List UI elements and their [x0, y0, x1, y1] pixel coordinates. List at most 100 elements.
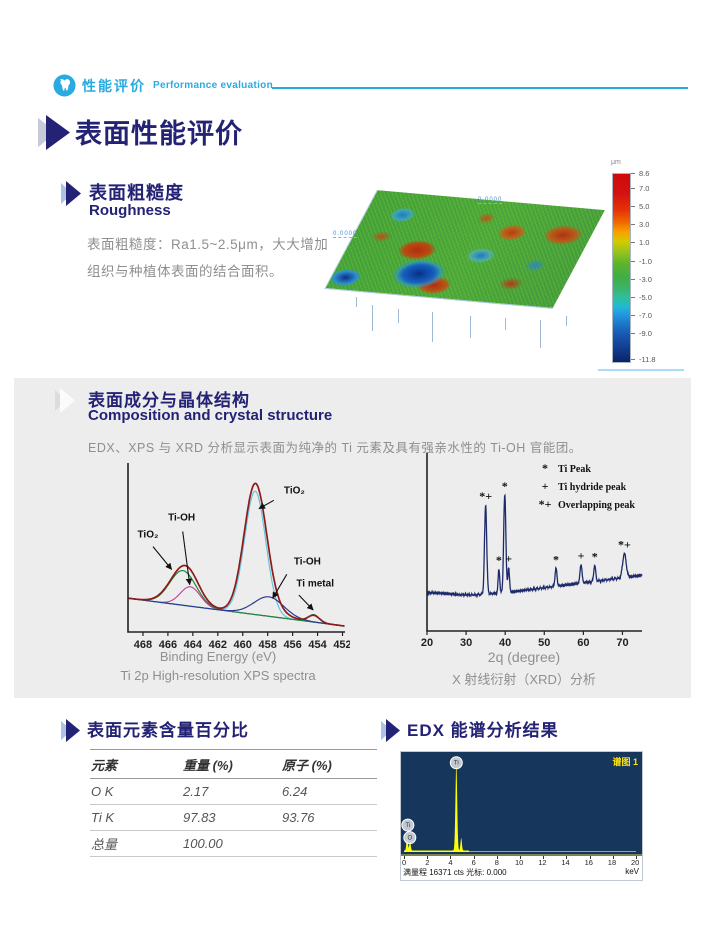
colorbar-tick	[631, 315, 635, 317]
xps-xlabel: Binding Energy (eV)	[159, 649, 277, 664]
cell: 100.00	[183, 836, 223, 851]
colorbar-tick	[631, 224, 635, 226]
xps-tick-label: 456	[283, 639, 301, 650]
cell: 总量	[91, 837, 118, 852]
xrd-tick-label: 20	[421, 637, 433, 646]
xps-tick-label: 466	[159, 639, 177, 650]
xrd-peak-marker: +	[505, 551, 512, 565]
roughness-3d-surface	[324, 190, 605, 309]
surface-dropline	[470, 316, 471, 338]
edx-tick	[543, 856, 545, 859]
edx-tick-label: 0	[402, 858, 407, 867]
xps-caption: Ti 2p High-resolution XPS spectra	[120, 668, 316, 683]
colorbar-unit: μm	[611, 159, 621, 166]
legend-symbol: *	[542, 461, 548, 475]
xrd-tick-label: 70	[616, 637, 628, 646]
legend-label: Ti Peak	[558, 464, 591, 475]
composition-panel	[14, 378, 691, 698]
edx-tick-label: 6	[471, 858, 476, 867]
legend-label: Ti hydride peak	[558, 482, 627, 493]
tooth-icon	[53, 74, 76, 97]
colorbar-tick	[631, 242, 635, 244]
edx-spectrum: Ti O Ti	[401, 756, 642, 856]
cell	[281, 831, 377, 857]
colorbar-tick-label: 5.0	[639, 201, 650, 211]
xps-tick-label: 458	[258, 639, 276, 650]
edx-fullscale-text: 满量程 16371 cts 光标: 0.000	[403, 868, 507, 877]
surface-axis-label: 0.0000	[478, 197, 503, 204]
peak-annotation: Ti metal	[296, 578, 334, 589]
header-title-en: Performance evaluation	[153, 80, 273, 91]
cell: 93.76	[282, 810, 315, 825]
table-row: 总量 100.00	[90, 831, 377, 857]
colorbar-tick-label: -3.0	[639, 274, 652, 284]
edx-plot-area: Ti O Ti 谱图 1	[401, 752, 642, 856]
element-marker-label: O	[407, 836, 412, 842]
peak-annotation: TiO₂	[137, 529, 158, 540]
xps-tick-label: 460	[234, 639, 252, 650]
edx-spectrum-label: 谱图 1	[612, 757, 638, 767]
table-row: Ti K 97.83 93.76	[90, 805, 377, 831]
xps-tick-label: 468	[134, 639, 152, 650]
cell: 97.83	[183, 810, 216, 825]
cell: 2.17	[183, 784, 209, 799]
cell: Ti K	[91, 810, 114, 825]
surface-dropline	[432, 312, 433, 342]
composition-heading-en: Composition and crystal structure	[88, 407, 333, 424]
edx-trace	[404, 764, 636, 852]
edx-spectrum-box: Ti O Ti 谱图 1 0 2 4 6 8 10 12 14 16 18 20 满量程 16371 c…	[400, 751, 643, 881]
col-atomic: 原子 (%)	[282, 757, 332, 773]
edx-tick	[520, 856, 521, 859]
colorbar-tick	[631, 278, 635, 280]
surface-dropline	[356, 297, 357, 307]
edx-tick-label: 4	[448, 858, 453, 867]
legend-symbol: *+	[539, 497, 552, 511]
colorbar-tick-label: -9.0	[639, 329, 652, 339]
table-arrow-icon	[66, 719, 80, 742]
element-marker	[401, 818, 415, 832]
legend-label: Overlapping peak	[558, 500, 635, 511]
edx-tick	[473, 856, 475, 859]
cell: O K	[91, 784, 114, 799]
element-marker-label: Ti	[405, 823, 410, 829]
xps-tick-label: 462	[209, 639, 227, 650]
surface-axis-label: 0.0000	[333, 231, 358, 238]
colorbar-tick-label: -11.8	[639, 355, 656, 364]
col-weight: 重量 (%)	[183, 757, 233, 773]
edx-tick	[612, 856, 614, 859]
surface-dropline	[398, 309, 399, 323]
cell: 6.24	[282, 784, 308, 799]
xrd-peak-marker: *+	[618, 537, 631, 551]
surface-dropline	[372, 305, 373, 331]
edx-tick-label: 8	[494, 858, 499, 867]
colorbar-tick-label: -7.0	[639, 311, 652, 321]
roughness-heading-en: Roughness	[89, 202, 171, 219]
legend-symbol: +	[542, 479, 549, 493]
header-title-zh: 性能评价	[82, 78, 146, 94]
xrd-peak-marker: *	[502, 479, 508, 493]
xrd-peak-marker: *	[496, 553, 502, 567]
roughness-body-line1: 表面粗糙度：Ra1.5~2.5μm，大大增加	[87, 237, 329, 252]
edx-tick	[566, 856, 568, 859]
edx-tick	[636, 856, 637, 859]
peak-annotation: Ti-OH	[168, 512, 195, 523]
xrd-peak-marker: *	[553, 552, 559, 566]
edx-tick-label: 14	[561, 858, 570, 867]
edx-tick-label: 2	[425, 858, 430, 867]
xrd-axes	[426, 453, 642, 632]
table-row: O K 2.17 6.24	[90, 779, 377, 805]
colorbar-tick-label: 3.0	[639, 220, 650, 230]
colorbar-tick	[631, 359, 635, 360]
colorbar	[612, 173, 631, 363]
colorbar-ticks: 8.6 7.0 5.0 3.0 1.0 -1.0 -3.0 -5.0 -7.0 -9.0 -11.8	[630, 169, 674, 364]
xps-axes	[127, 463, 345, 633]
composition-heading-zh: 表面成分与晶体结构	[88, 391, 250, 410]
xrd-peak-marker: +	[578, 548, 585, 562]
roughness-body-line2: 组织与种植体表面的结合面积。	[87, 264, 283, 279]
edx-tick	[496, 856, 498, 859]
edx-tick-label: 10	[515, 858, 524, 867]
colorbar-tick	[631, 260, 635, 262]
xrd-tick-label: 40	[499, 637, 511, 646]
xrd-xlabel: 2q (degree)	[487, 649, 561, 665]
